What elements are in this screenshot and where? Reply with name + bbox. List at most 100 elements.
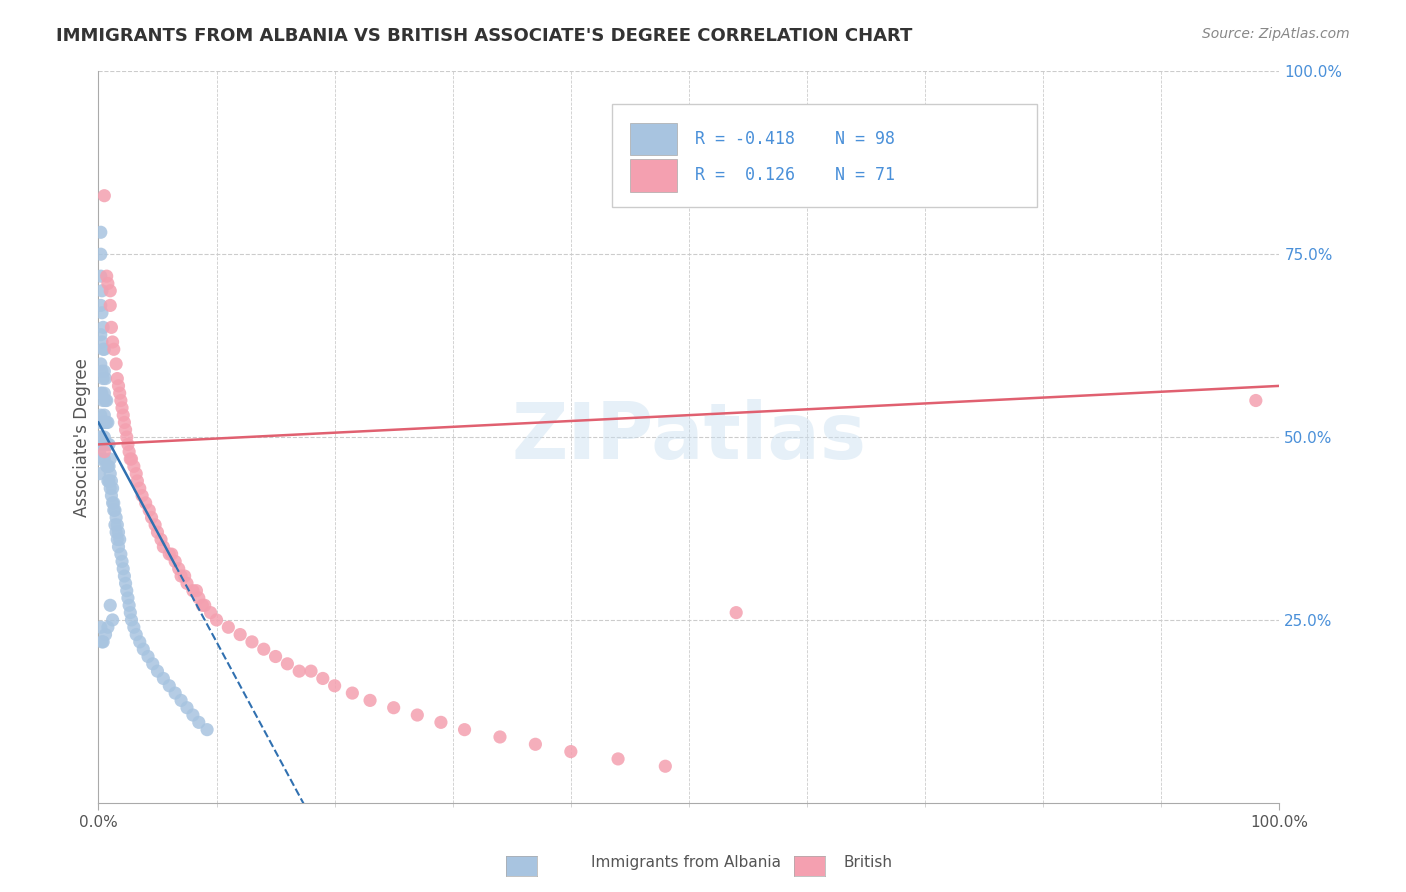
Point bbox=[97, 416, 120, 430]
Text: R =  0.126    N = 71: R = 0.126 N = 71 bbox=[695, 166, 894, 185]
Point bbox=[128, 481, 150, 495]
Point bbox=[152, 672, 174, 686]
Point bbox=[111, 401, 134, 415]
Point bbox=[217, 620, 239, 634]
Point bbox=[90, 357, 112, 371]
Point bbox=[654, 759, 676, 773]
Point bbox=[112, 408, 135, 422]
Point bbox=[382, 700, 405, 714]
Point bbox=[143, 517, 166, 532]
Point bbox=[430, 715, 453, 730]
Point bbox=[93, 343, 115, 357]
Point bbox=[91, 364, 114, 378]
Point bbox=[97, 459, 120, 474]
Point bbox=[105, 510, 128, 524]
Point bbox=[103, 496, 125, 510]
Point bbox=[89, 444, 111, 458]
Point bbox=[138, 503, 160, 517]
Point bbox=[114, 423, 136, 437]
Point bbox=[90, 298, 112, 312]
Point bbox=[96, 393, 118, 408]
Point bbox=[205, 613, 228, 627]
Point bbox=[160, 547, 183, 561]
Point bbox=[117, 591, 139, 605]
Point bbox=[107, 525, 129, 540]
Point bbox=[90, 620, 112, 634]
Point bbox=[98, 474, 121, 488]
Point bbox=[115, 430, 138, 444]
Point bbox=[111, 554, 134, 568]
Point bbox=[121, 613, 143, 627]
Point bbox=[200, 606, 222, 620]
Text: Immigrants from Albania: Immigrants from Albania bbox=[591, 855, 780, 870]
Point bbox=[170, 569, 193, 583]
Point bbox=[89, 416, 111, 430]
Point bbox=[103, 343, 125, 357]
Point bbox=[146, 525, 169, 540]
Point bbox=[187, 715, 209, 730]
Point bbox=[90, 225, 112, 239]
Point bbox=[94, 627, 117, 641]
Point bbox=[115, 583, 138, 598]
Point bbox=[100, 474, 122, 488]
Point bbox=[122, 620, 145, 634]
Point bbox=[98, 459, 121, 474]
Point bbox=[98, 437, 121, 451]
Point bbox=[165, 686, 187, 700]
Point bbox=[112, 569, 135, 583]
Point bbox=[489, 730, 512, 744]
Point bbox=[101, 613, 124, 627]
Point bbox=[240, 635, 263, 649]
Point bbox=[93, 364, 115, 378]
Point bbox=[122, 459, 145, 474]
Point bbox=[105, 357, 128, 371]
Point bbox=[323, 679, 346, 693]
Point bbox=[91, 386, 114, 401]
Point bbox=[191, 599, 214, 613]
Point bbox=[128, 635, 150, 649]
Point bbox=[118, 599, 141, 613]
Point bbox=[125, 627, 148, 641]
Point bbox=[560, 745, 582, 759]
Point bbox=[108, 386, 131, 401]
Point bbox=[105, 525, 128, 540]
Point bbox=[100, 320, 122, 334]
Point bbox=[181, 583, 204, 598]
Point bbox=[90, 386, 112, 401]
Point bbox=[186, 583, 208, 598]
Point bbox=[157, 679, 180, 693]
Point bbox=[114, 576, 136, 591]
Point bbox=[90, 430, 112, 444]
Point bbox=[89, 430, 111, 444]
Point bbox=[146, 664, 169, 678]
Point bbox=[276, 657, 298, 671]
Point bbox=[120, 452, 142, 467]
Point bbox=[97, 277, 120, 291]
Point bbox=[453, 723, 475, 737]
Point bbox=[165, 554, 187, 568]
Point bbox=[141, 510, 163, 524]
Point bbox=[112, 562, 135, 576]
Point bbox=[91, 635, 114, 649]
Point bbox=[91, 371, 114, 385]
Point bbox=[91, 437, 114, 451]
Point bbox=[91, 320, 114, 334]
Point bbox=[136, 649, 159, 664]
Point bbox=[91, 437, 114, 451]
Point bbox=[125, 467, 148, 481]
Point bbox=[96, 416, 118, 430]
Point bbox=[152, 540, 174, 554]
Point bbox=[288, 664, 311, 678]
Point bbox=[176, 700, 198, 714]
Point bbox=[132, 642, 155, 657]
Point bbox=[131, 489, 153, 503]
Text: IMMIGRANTS FROM ALBANIA VS BRITISH ASSOCIATE'S DEGREE CORRELATION CHART: IMMIGRANTS FROM ALBANIA VS BRITISH ASSOC… bbox=[56, 27, 912, 45]
Point bbox=[101, 481, 124, 495]
Point bbox=[89, 452, 111, 467]
Point bbox=[176, 576, 198, 591]
Point bbox=[91, 334, 114, 349]
Point bbox=[98, 298, 121, 312]
Point bbox=[93, 452, 115, 467]
Point bbox=[170, 693, 193, 707]
Point bbox=[118, 444, 141, 458]
